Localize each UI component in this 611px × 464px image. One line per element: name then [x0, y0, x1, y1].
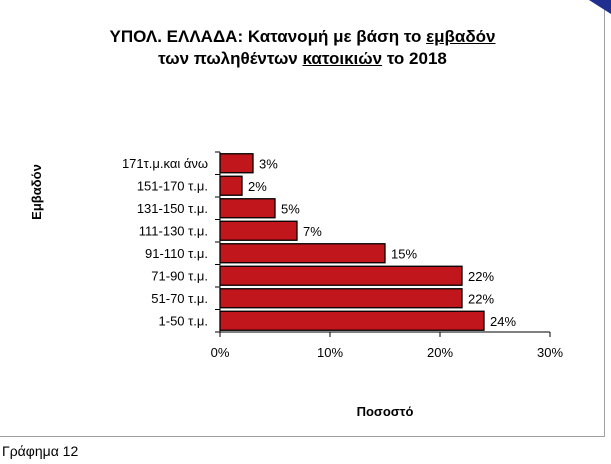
- chart-title-part: κατοικιών: [302, 49, 383, 68]
- corner-mark: [589, 0, 611, 14]
- corner-mark-shape: [589, 0, 611, 14]
- axes-group: 0% 10% 20% 30%: [211, 151, 563, 360]
- value-label: 24%: [490, 314, 516, 329]
- bar: [219, 153, 254, 174]
- figure-caption: Γράφημα 12: [2, 443, 79, 459]
- category-label: 111-130 τ.μ.: [139, 223, 208, 238]
- category-label: 131-150 τ.μ.: [137, 201, 208, 216]
- chart-title-part: το 2018: [382, 49, 447, 68]
- bar: [219, 288, 463, 309]
- bars-group: [219, 153, 485, 331]
- x-tick-label: 0%: [211, 345, 230, 360]
- value-label: 15%: [391, 246, 417, 261]
- bar: [219, 265, 463, 286]
- x-tick-label: 20%: [427, 345, 453, 360]
- category-labels-group: 171τ.μ.και άνω 151-170 τ.μ. 131-150 τ.μ. 11…: [122, 156, 208, 329]
- chart-title: ΥΠΟΛ. ΕΛΛΑΔΑ: Κατανομή με βάση το εμβαδό…: [0, 26, 605, 70]
- value-label: 22%: [468, 269, 494, 284]
- x-tick-label: 10%: [317, 345, 343, 360]
- category-label: 91-110 τ.μ.: [145, 246, 208, 261]
- category-label: 51-70 τ.μ.: [151, 291, 208, 306]
- value-label: 22%: [468, 291, 494, 306]
- category-label: 171τ.μ.και άνω: [122, 156, 208, 171]
- category-label: 1-50 τ.μ.: [159, 313, 208, 328]
- value-label: 7%: [303, 224, 322, 239]
- bar: [219, 220, 298, 241]
- bar: [219, 243, 386, 264]
- category-label: 71-90 τ.μ.: [151, 268, 208, 283]
- bar: [219, 310, 485, 331]
- value-label: 5%: [281, 201, 300, 216]
- value-label: 2%: [248, 179, 267, 194]
- x-tick-label: 30%: [537, 345, 563, 360]
- chart-title-part: των πωληθέντων: [158, 49, 303, 68]
- chart-frame: [0, 0, 605, 437]
- value-labels-group: 3% 2% 5%7% 15% 22% 22% 24%: [248, 156, 516, 329]
- chart-title-part: εμβαδόν: [426, 27, 496, 46]
- bar: [219, 175, 243, 196]
- bar: [219, 198, 276, 219]
- value-label: 3%: [259, 156, 278, 171]
- chart-title-part: ΥΠΟΛ. ΕΛΛΑΔΑ: Κατανομή με βάση το: [109, 27, 427, 46]
- category-label: 151-170 τ.μ.: [137, 178, 208, 193]
- x-axis-label: Ποσοστό: [356, 404, 414, 419]
